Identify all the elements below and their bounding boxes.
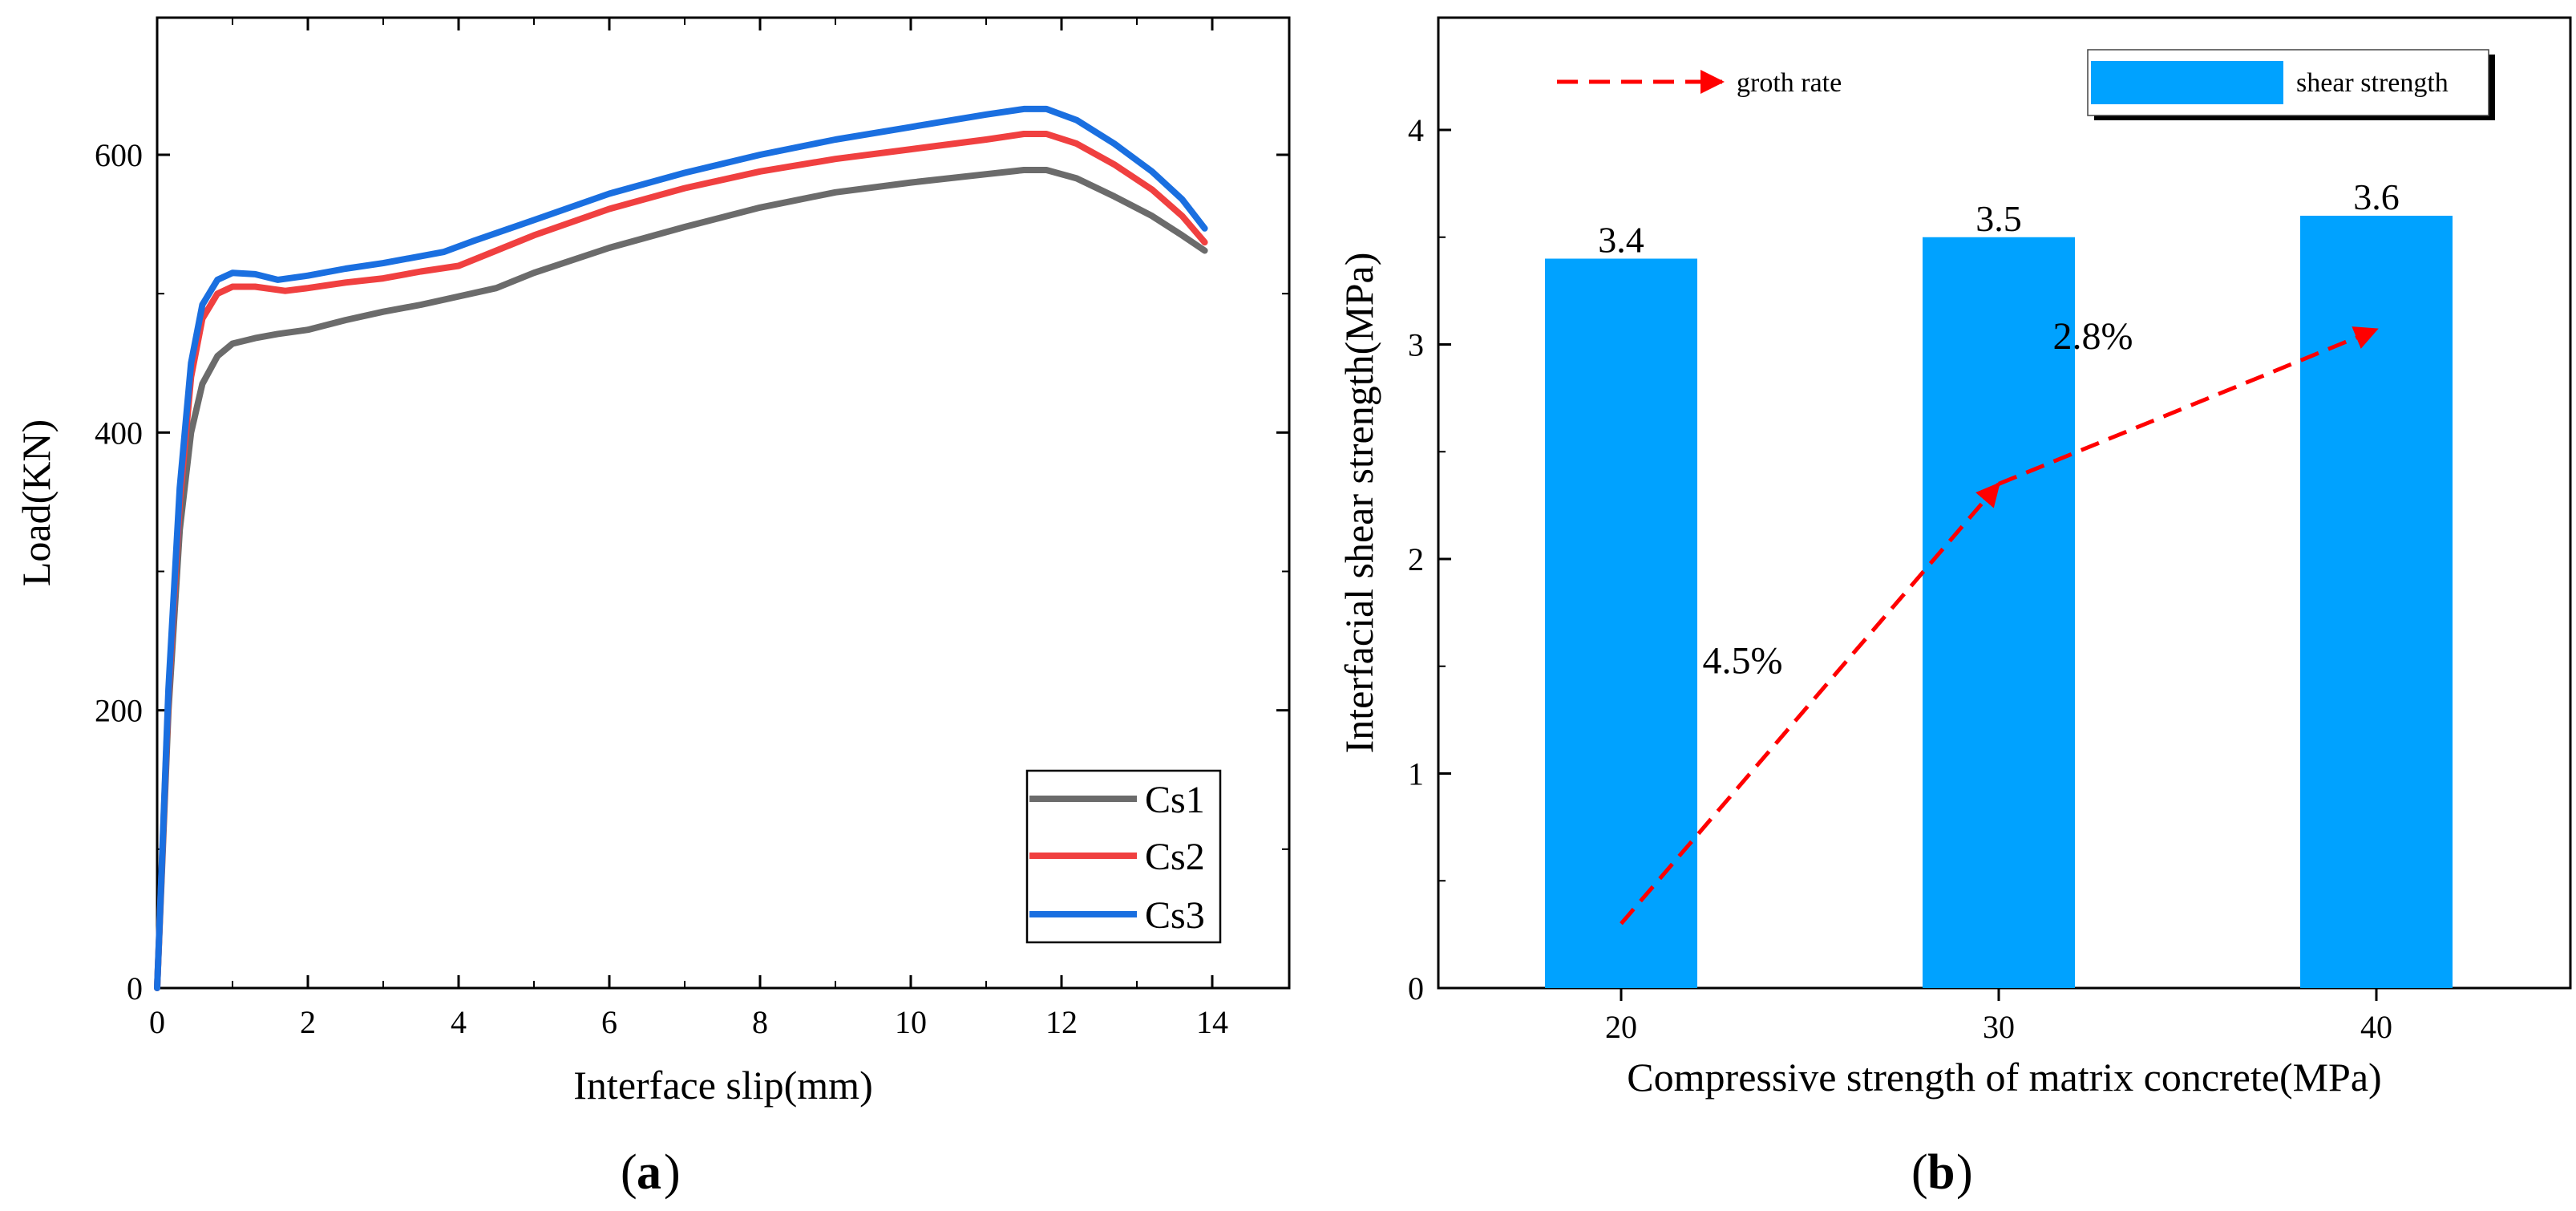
a-x-tick-label: 14 — [1196, 1004, 1228, 1040]
panel-b-growth-arrow: 4.5% 2.8% — [1620, 315, 2379, 925]
svg-text:): ) — [664, 1145, 681, 1200]
a-x-tick-label: 0 — [149, 1004, 165, 1040]
bar-value-label: 3.6 — [2353, 176, 2400, 217]
bar-value-label: 3.4 — [1598, 220, 1644, 261]
svg-text:(: ( — [621, 1145, 637, 1200]
growth-rate-label: 2.8% — [2053, 315, 2133, 358]
growth-arrow-segment — [1998, 326, 2379, 486]
b-y-tick-label: 3 — [1408, 327, 1424, 363]
b-x-tick-label: 20 — [1605, 1009, 1637, 1045]
b-x-tick-label: 40 — [2360, 1009, 2392, 1045]
panel-a-ticks: 0 2 4 6 8 10 12 14 0 200 400 600 — [95, 18, 1289, 1040]
b-y-tick-label: 0 — [1408, 970, 1424, 1006]
a-x-tick-label: 4 — [451, 1004, 467, 1040]
series-line-cs1 — [154, 167, 1208, 991]
series-line-cs3 — [154, 105, 1208, 991]
panel-b-bars: 3.4 3.5 3.6 — [1545, 176, 2453, 988]
panel-a: 0 2 4 6 8 10 12 14 0 200 400 600 Interface slip(mm)… — [14, 16, 1291, 1200]
panel-b-y-axis-title: Interfacial shear strength(MPa) — [1337, 253, 1381, 754]
panel-a-x-axis-title: Interface slip(mm) — [573, 1063, 872, 1108]
bar-30 — [1923, 237, 2075, 988]
a-x-tick-label: 10 — [895, 1004, 927, 1040]
growth-arrow-segment — [1620, 482, 2000, 925]
panel-a-caption-letter: a — [637, 1145, 661, 1200]
panel-a-caption: ( a ) — [621, 1145, 681, 1200]
panel-b-caption: ( b ) — [1911, 1145, 1973, 1200]
panel-a-legend: Cs1 Cs2 Cs3 — [1025, 769, 1222, 944]
legend-cs2-label: Cs2 — [1145, 836, 1205, 878]
svg-text:(: ( — [1911, 1145, 1928, 1200]
bar-20 — [1545, 258, 1697, 988]
a-y-tick-label: 0 — [127, 970, 143, 1006]
panel-b-legend: groth rate shear strength — [1557, 49, 2495, 120]
panel-b-x-axis-title: Compressive strength of matrix concrete(… — [1627, 1055, 2381, 1100]
panel-a-y-axis-title: Load(KN) — [14, 419, 59, 586]
a-x-tick-label: 2 — [300, 1004, 316, 1040]
bar-value-label: 3.5 — [1975, 198, 2022, 239]
a-y-tick-label: 400 — [95, 415, 143, 451]
a-y-tick-label: 600 — [95, 137, 143, 173]
panel-a-frame — [156, 16, 1291, 990]
legend-shear-strength-swatch — [2091, 61, 2283, 104]
bar-40 — [2300, 216, 2453, 988]
panel-b-caption-letter: b — [1927, 1145, 1955, 1200]
a-x-tick-label: 8 — [752, 1004, 768, 1040]
a-x-tick-label: 6 — [601, 1004, 617, 1040]
panel-b: 0 1 2 3 4 20 30 40 3.4 3.5 3.6 4.5% 2.8% Compressi… — [1337, 16, 2572, 1200]
legend-cs3-label: Cs3 — [1145, 894, 1205, 937]
series-line-cs2 — [154, 131, 1208, 991]
legend-growth-rate-label: groth rate — [1737, 68, 1842, 98]
b-x-tick-label: 30 — [1983, 1009, 2015, 1045]
a-x-tick-label: 12 — [1045, 1004, 1078, 1040]
b-y-tick-label: 2 — [1408, 541, 1424, 577]
panel-b-ticks: 0 1 2 3 4 20 30 40 — [1408, 112, 2392, 1045]
b-y-tick-label: 1 — [1408, 756, 1424, 792]
legend-shear-strength-label: shear strength — [2296, 68, 2449, 98]
a-y-tick-label: 200 — [95, 693, 143, 729]
svg-text:): ) — [1956, 1145, 1973, 1200]
growth-rate-label: 4.5% — [1703, 640, 1783, 682]
legend-cs1-label: Cs1 — [1145, 779, 1205, 821]
b-y-tick-label: 4 — [1408, 112, 1424, 148]
panel-a-series — [154, 105, 1208, 991]
